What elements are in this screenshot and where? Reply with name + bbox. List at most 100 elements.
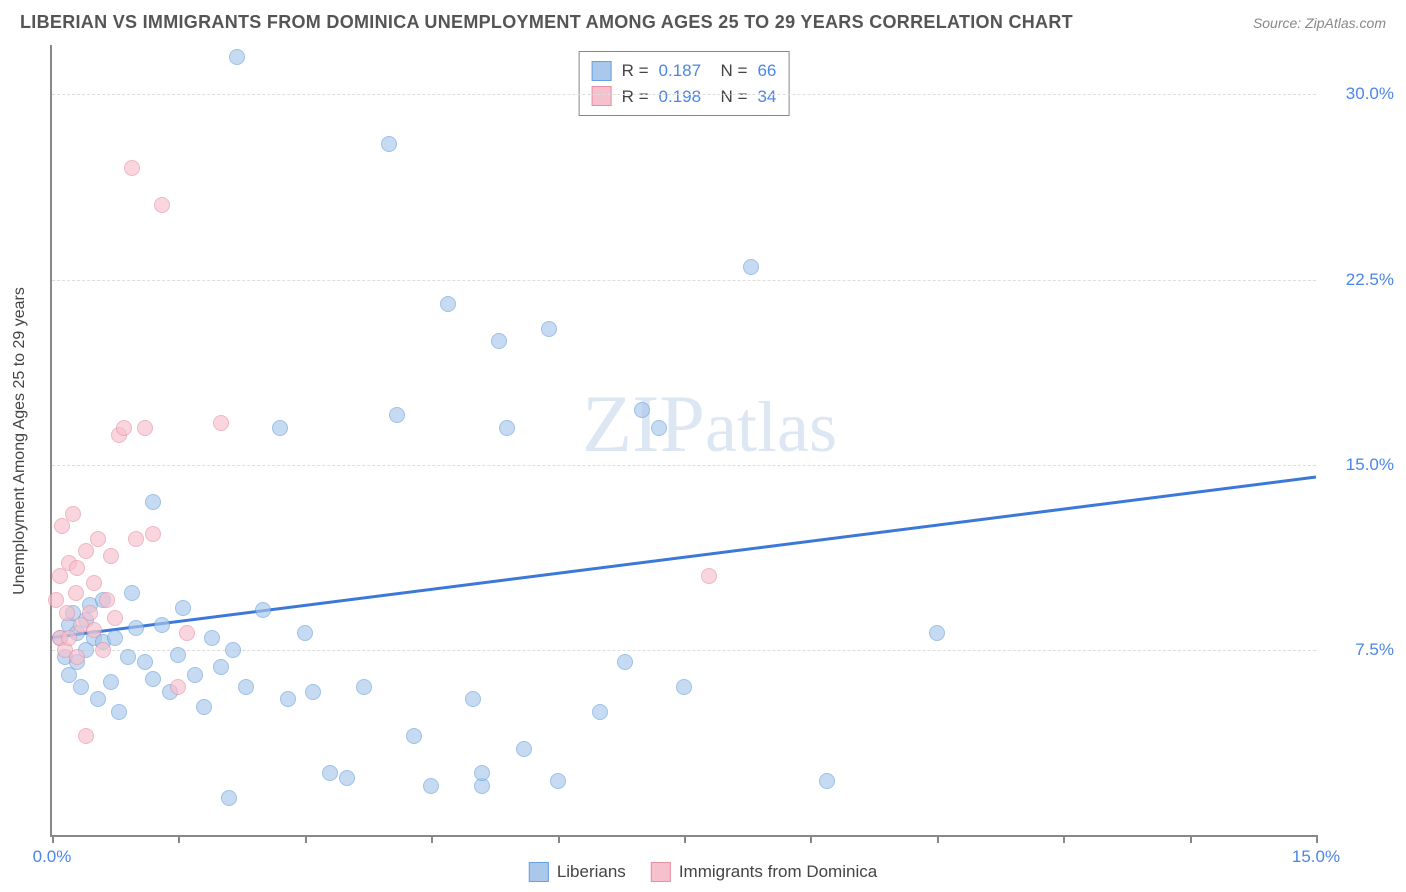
data-point xyxy=(406,728,422,744)
data-point xyxy=(255,602,271,618)
data-point xyxy=(819,773,835,789)
legend-label: Immigrants from Dominica xyxy=(679,862,877,882)
data-point xyxy=(651,420,667,436)
data-point xyxy=(59,605,75,621)
data-point xyxy=(90,691,106,707)
data-point xyxy=(86,575,102,591)
data-point xyxy=(592,704,608,720)
x-tick xyxy=(305,835,307,843)
stat-n-value: 34 xyxy=(757,84,776,110)
data-point xyxy=(78,543,94,559)
data-point xyxy=(238,679,254,695)
legend-item: Immigrants from Dominica xyxy=(651,862,877,882)
x-tick xyxy=(1190,835,1192,843)
data-point xyxy=(116,420,132,436)
data-point xyxy=(103,548,119,564)
data-point xyxy=(187,667,203,683)
x-tick xyxy=(178,835,180,843)
data-point xyxy=(69,560,85,576)
legend-swatch xyxy=(651,862,671,882)
data-point xyxy=(465,691,481,707)
x-tick-label: 0.0% xyxy=(33,847,72,867)
data-point xyxy=(73,679,89,695)
data-point xyxy=(68,585,84,601)
data-point xyxy=(701,568,717,584)
chart-header: LIBERIAN VS IMMIGRANTS FROM DOMINICA UNE… xyxy=(0,0,1406,41)
legend: Liberians Immigrants from Dominica xyxy=(529,862,877,882)
data-point xyxy=(124,585,140,601)
trend-lines xyxy=(52,45,1316,835)
gridline xyxy=(52,650,1316,651)
chart-title: LIBERIAN VS IMMIGRANTS FROM DOMINICA UNE… xyxy=(20,12,1073,33)
series-swatch xyxy=(592,61,612,81)
data-point xyxy=(124,160,140,176)
x-tick xyxy=(810,835,812,843)
data-point xyxy=(103,674,119,690)
data-point xyxy=(90,531,106,547)
data-point xyxy=(65,506,81,522)
data-point xyxy=(516,741,532,757)
x-tick xyxy=(431,835,433,843)
data-point xyxy=(137,654,153,670)
data-point xyxy=(474,765,490,781)
stat-n-label: N = xyxy=(711,58,747,84)
data-point xyxy=(145,526,161,542)
x-tick xyxy=(684,835,686,843)
data-point xyxy=(229,49,245,65)
data-point xyxy=(440,296,456,312)
gridline xyxy=(52,280,1316,281)
data-point xyxy=(82,605,98,621)
correlation-stats-box: R = 0.187 N = 66R = 0.198 N = 34 xyxy=(579,51,790,116)
stat-n-label: N = xyxy=(711,84,747,110)
stat-r-value: 0.187 xyxy=(659,58,702,84)
data-point xyxy=(280,691,296,707)
data-point xyxy=(196,699,212,715)
stat-r-label: R = xyxy=(622,58,649,84)
stats-row: R = 0.187 N = 66 xyxy=(592,58,777,84)
legend-label: Liberians xyxy=(557,862,626,882)
y-tick-label: 30.0% xyxy=(1324,84,1394,104)
stats-row: R = 0.198 N = 34 xyxy=(592,84,777,110)
stat-r-value: 0.198 xyxy=(659,84,702,110)
data-point xyxy=(154,197,170,213)
data-point xyxy=(179,625,195,641)
gridline xyxy=(52,94,1316,95)
data-point xyxy=(120,649,136,665)
stat-n-value: 66 xyxy=(757,58,776,84)
legend-swatch xyxy=(529,862,549,882)
x-tick xyxy=(558,835,560,843)
data-point xyxy=(111,704,127,720)
data-point xyxy=(491,333,507,349)
data-point xyxy=(154,617,170,633)
data-point xyxy=(86,622,102,638)
y-axis-label: Unemployment Among Ages 25 to 29 years xyxy=(11,287,29,595)
data-point xyxy=(107,630,123,646)
data-point xyxy=(99,592,115,608)
data-point xyxy=(95,642,111,658)
data-point xyxy=(676,679,692,695)
data-point xyxy=(550,773,566,789)
data-point xyxy=(339,770,355,786)
data-point xyxy=(137,420,153,436)
data-point xyxy=(145,494,161,510)
data-point xyxy=(499,420,515,436)
data-point xyxy=(322,765,338,781)
data-point xyxy=(128,531,144,547)
y-tick-label: 22.5% xyxy=(1324,270,1394,290)
data-point xyxy=(61,630,77,646)
gridline xyxy=(52,465,1316,466)
data-point xyxy=(381,136,397,152)
legend-item: Liberians xyxy=(529,862,626,882)
data-point xyxy=(356,679,372,695)
chart-source: Source: ZipAtlas.com xyxy=(1253,15,1386,31)
x-tick-label: 15.0% xyxy=(1292,847,1340,867)
data-point xyxy=(78,728,94,744)
plot-area: ZIPatlas R = 0.187 N = 66R = 0.198 N = 3… xyxy=(50,45,1316,837)
data-point xyxy=(221,790,237,806)
data-point xyxy=(213,415,229,431)
data-point xyxy=(145,671,161,687)
data-point xyxy=(389,407,405,423)
data-point xyxy=(617,654,633,670)
data-point xyxy=(170,679,186,695)
x-tick xyxy=(937,835,939,843)
